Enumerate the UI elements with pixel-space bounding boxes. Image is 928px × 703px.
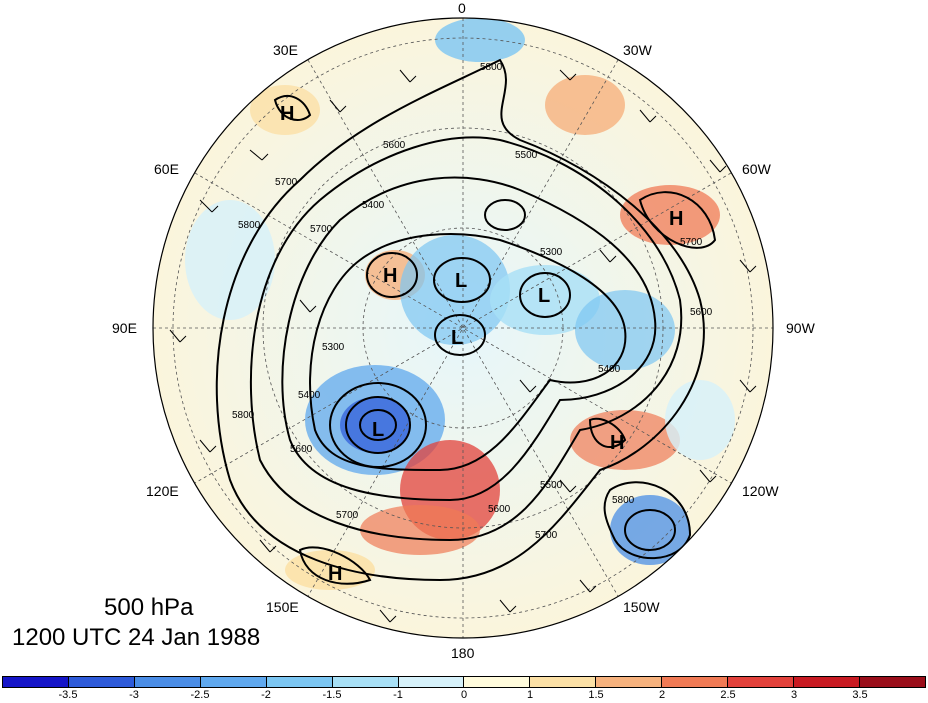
low-center-label: L xyxy=(451,327,463,349)
colorbar-segment xyxy=(266,677,333,687)
lon-label-0: 0 xyxy=(458,0,466,16)
colorbar-segment xyxy=(464,677,531,687)
contour-label: 5600 xyxy=(690,307,713,318)
lon-label-120e: 120E xyxy=(146,483,179,499)
colorbar-tick-label: 1 xyxy=(526,689,534,701)
lon-label-150e: 150E xyxy=(266,599,299,615)
colorbar-segment xyxy=(332,677,399,687)
lon-label-30e: 30E xyxy=(273,42,298,58)
low-center-label: L xyxy=(372,419,384,441)
colorbar-tick-label: -2 xyxy=(261,689,271,701)
pressure-centers: H H H L L L L H H xyxy=(280,103,683,585)
longitude-labels: 0 30W 60W 90W 120W 150W 180 150E 120E 90… xyxy=(112,0,816,661)
contour-label: 5600 xyxy=(383,140,406,151)
contour-label: 5700 xyxy=(680,237,703,248)
colorbar-segment xyxy=(68,677,135,687)
colorbar xyxy=(2,676,926,688)
high-center-label: H xyxy=(280,103,294,125)
colorbar-segment xyxy=(662,677,729,687)
lon-label-60w: 60W xyxy=(742,161,772,177)
lon-label-180: 180 xyxy=(451,645,475,661)
contour-label: 5500 xyxy=(540,480,563,491)
contour-label: 5600 xyxy=(488,504,511,515)
colorbar-segment xyxy=(398,677,465,687)
colorbar-tick-label: 3 xyxy=(790,689,798,701)
contour-label: 5800 xyxy=(238,220,261,231)
colorbar-tick-label: -3 xyxy=(129,689,139,701)
map-border xyxy=(152,17,774,639)
colorbar-tick-label: 0 xyxy=(460,689,468,701)
contour-label: 5300 xyxy=(540,247,563,258)
low-center-label: L xyxy=(455,270,467,292)
lon-label-60e: 60E xyxy=(154,161,179,177)
lon-label-90e: 90E xyxy=(112,320,137,336)
colorbar-tick-label: -1 xyxy=(393,689,403,701)
colorbar-tick-label: 2 xyxy=(658,689,666,701)
contour-label: 5800 xyxy=(232,410,255,421)
high-center-label: H xyxy=(383,265,397,287)
colorbar-segment xyxy=(794,677,860,687)
low-center-label: L xyxy=(538,285,550,307)
contour-label: 5400 xyxy=(298,390,321,401)
colorbar-labels: -3.5 -3 -2.5 -2 -1.5 -1 0 1 1.5 2 2.5 3 3.5 xyxy=(2,689,926,703)
map-disc: 5800 5600 5700 5700 5400 5500 5300 5700 … xyxy=(153,18,773,638)
contour-label: 5700 xyxy=(310,224,333,235)
lon-label-90w: 90W xyxy=(786,320,816,336)
high-center-label: H xyxy=(328,563,342,585)
colorbar-tick-label: 2.5 xyxy=(720,689,736,701)
valid-time-title: 1200 UTC 24 Jan 1988 xyxy=(12,624,261,651)
contour-label: 5800 xyxy=(612,495,635,506)
contour-label: 5700 xyxy=(336,510,359,521)
height-contours xyxy=(215,58,717,585)
lon-label-120w: 120W xyxy=(742,483,779,499)
colorbar-segment xyxy=(134,677,201,687)
high-center-label: H xyxy=(669,208,683,230)
lon-label-150w: 150W xyxy=(623,599,660,615)
anomaly-shading xyxy=(185,18,735,590)
colorbar-segment xyxy=(200,677,267,687)
contour-label: 5400 xyxy=(598,364,621,375)
contour-label: 5500 xyxy=(515,150,538,161)
pressure-level-title: 500 hPa xyxy=(104,594,194,621)
colorbar-tick-label: -2.5 xyxy=(190,689,210,701)
colorbar-tick-label: 1.5 xyxy=(588,689,604,701)
lon-label-30w: 30W xyxy=(623,42,653,58)
contour-label: 5300 xyxy=(322,342,345,353)
wind-barbs xyxy=(169,69,757,623)
contour-label: 5700 xyxy=(535,530,558,541)
colorbar-segment xyxy=(728,677,795,687)
colorbar-segment xyxy=(530,677,597,687)
colorbar-segment xyxy=(859,677,925,687)
contour-label: 5400 xyxy=(362,200,385,211)
colorbar-tick-label: -1.5 xyxy=(322,689,342,701)
contour-label: 5600 xyxy=(290,444,313,455)
contour-labels: 5800 5600 5700 5700 5400 5500 5300 5700 … xyxy=(232,62,713,541)
graticule xyxy=(153,18,773,638)
contour-label: 5700 xyxy=(275,177,298,188)
colorbar-segment xyxy=(596,677,663,687)
colorbar-tick-label: -3.5 xyxy=(58,689,78,701)
colorbar-segment xyxy=(3,677,69,687)
high-center-label: H xyxy=(610,432,624,454)
colorbar-tick-label: 3.5 xyxy=(852,689,868,701)
contour-label: 5800 xyxy=(480,62,503,73)
